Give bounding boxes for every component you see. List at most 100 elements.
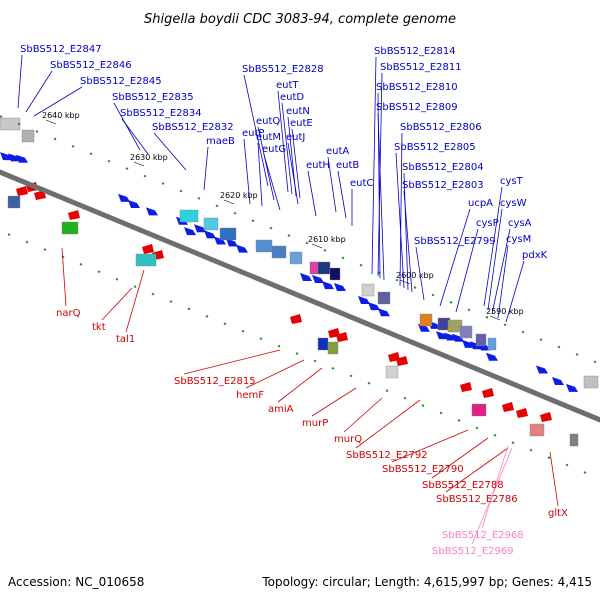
gene-block (569, 433, 579, 447)
gene-block (317, 261, 331, 275)
gene-label: murP (302, 418, 328, 429)
ring-dash (71, 144, 75, 148)
scale-ticks: 2640 kbp 2630 kbp 2620 kbp 2610 kbp 2600 kbp… (0, 111, 597, 474)
ring-dash (403, 396, 407, 400)
forward-gene-arrow (146, 207, 158, 216)
label-leader-line (497, 244, 509, 319)
forward-gene-arrow (184, 227, 196, 236)
ring-dash (341, 256, 345, 260)
forward-gene-arrow (334, 283, 346, 292)
label-leader-line (33, 86, 83, 117)
reverse-gene-arrow (516, 408, 528, 418)
gene-label: maeB (206, 136, 235, 147)
ring-dash (295, 352, 299, 355)
label-leader-line (291, 128, 301, 199)
ring-dash (313, 359, 317, 363)
scale-tick-mark (133, 161, 145, 167)
gene-label: SbBS512_E2846 (50, 60, 132, 71)
label-leader-line (257, 142, 263, 207)
accession-text: Accession: NC_010658 (8, 575, 144, 589)
scale-tick-label: 2590 kbp (486, 307, 524, 316)
gene-block (203, 217, 219, 231)
scale-tick-mark (489, 315, 501, 321)
ring-dash (53, 137, 57, 141)
ring-dash (187, 307, 191, 311)
gene-label: SbBS512_E2805 (394, 142, 476, 153)
gene-block (289, 251, 303, 265)
gene-block (255, 239, 273, 253)
gene-label: tkt (92, 322, 106, 333)
forward-gene-arrow (444, 332, 456, 341)
ring-dash (115, 277, 119, 281)
gene-label: SbBS512_E2809 (376, 102, 458, 113)
label-leader-line (343, 397, 383, 433)
scale-tick-mark (223, 199, 235, 205)
gene-label: cysA (508, 218, 532, 229)
ring-dash (125, 167, 129, 171)
label-leader-line (245, 359, 305, 389)
gene-label: SbBS512_E2814 (374, 46, 456, 57)
gene-block (487, 337, 497, 351)
feature-tracks (0, 117, 599, 447)
ring-dash (7, 233, 11, 237)
gene-label: SbBS512_E2806 (400, 122, 482, 133)
gene-block (317, 337, 329, 351)
forward-gene-arrow (0, 152, 12, 161)
ring-dash (565, 463, 569, 467)
ring-dash (593, 360, 597, 364)
ring-dash (439, 411, 443, 415)
forward-gene-arrow (462, 339, 474, 348)
ring-dash (529, 448, 533, 452)
forward-gene-arrow (236, 244, 248, 253)
ring-dash (287, 234, 291, 237)
ring-dash (539, 338, 543, 341)
gene-label: amiA (268, 404, 294, 415)
ring-dash (547, 456, 551, 459)
ring-dash (251, 219, 255, 223)
scale-tick-label: 2600 kbp (396, 271, 434, 280)
gene-label: SbBS512_E2832 (152, 122, 234, 133)
forward-gene-arrow (536, 365, 548, 374)
label-leader-line (439, 208, 471, 307)
forward-gene-arrow (118, 193, 130, 202)
ring-dash (17, 122, 21, 126)
scale-tick-mark (45, 119, 57, 125)
gene-label: gltX (548, 508, 568, 519)
ring-dash (233, 211, 237, 215)
label-leaders (17, 54, 559, 545)
ring-dash (35, 130, 39, 133)
ring-dash (215, 204, 219, 208)
gene-label: SbBS512_E2804 (402, 162, 484, 173)
label-leader-line (371, 56, 377, 275)
ring-dash (367, 381, 371, 385)
forward-gene-arrow (128, 199, 140, 208)
ring-dash (395, 278, 399, 282)
reverse-gene-arrow (68, 210, 80, 220)
ring-dash (323, 249, 327, 252)
label-leader-line (377, 112, 385, 281)
ring-dash (457, 419, 461, 422)
gene-label: SbBS512_E2811 (380, 62, 462, 73)
ring-dash (431, 293, 435, 297)
ring-dash (421, 404, 425, 407)
label-leader-line (277, 90, 289, 193)
scale-tick-label: 2610 kbp (308, 235, 346, 244)
scale-tick-mark (311, 243, 323, 249)
gene-label: eutP (242, 128, 264, 139)
gene-label: eutA (326, 146, 349, 157)
ring-dash (521, 330, 525, 334)
gene-labels: SbBS512_E2847 SbBS512_E2846 SbBS512_E2845 S… (20, 44, 568, 557)
label-leader-line (101, 287, 133, 321)
ring-dash (223, 322, 227, 326)
gene-block (361, 283, 375, 297)
gene-label: eutG (262, 144, 286, 155)
ring-dash (133, 285, 137, 289)
label-leader-line (113, 102, 141, 151)
label-leader-line (415, 246, 425, 301)
gene-block (7, 195, 21, 209)
label-leader-line (483, 186, 503, 307)
gene-block (61, 221, 79, 235)
gene-block (385, 365, 399, 379)
gene-block (475, 333, 487, 347)
gene-label: SbBS512_E2792 (346, 450, 428, 461)
